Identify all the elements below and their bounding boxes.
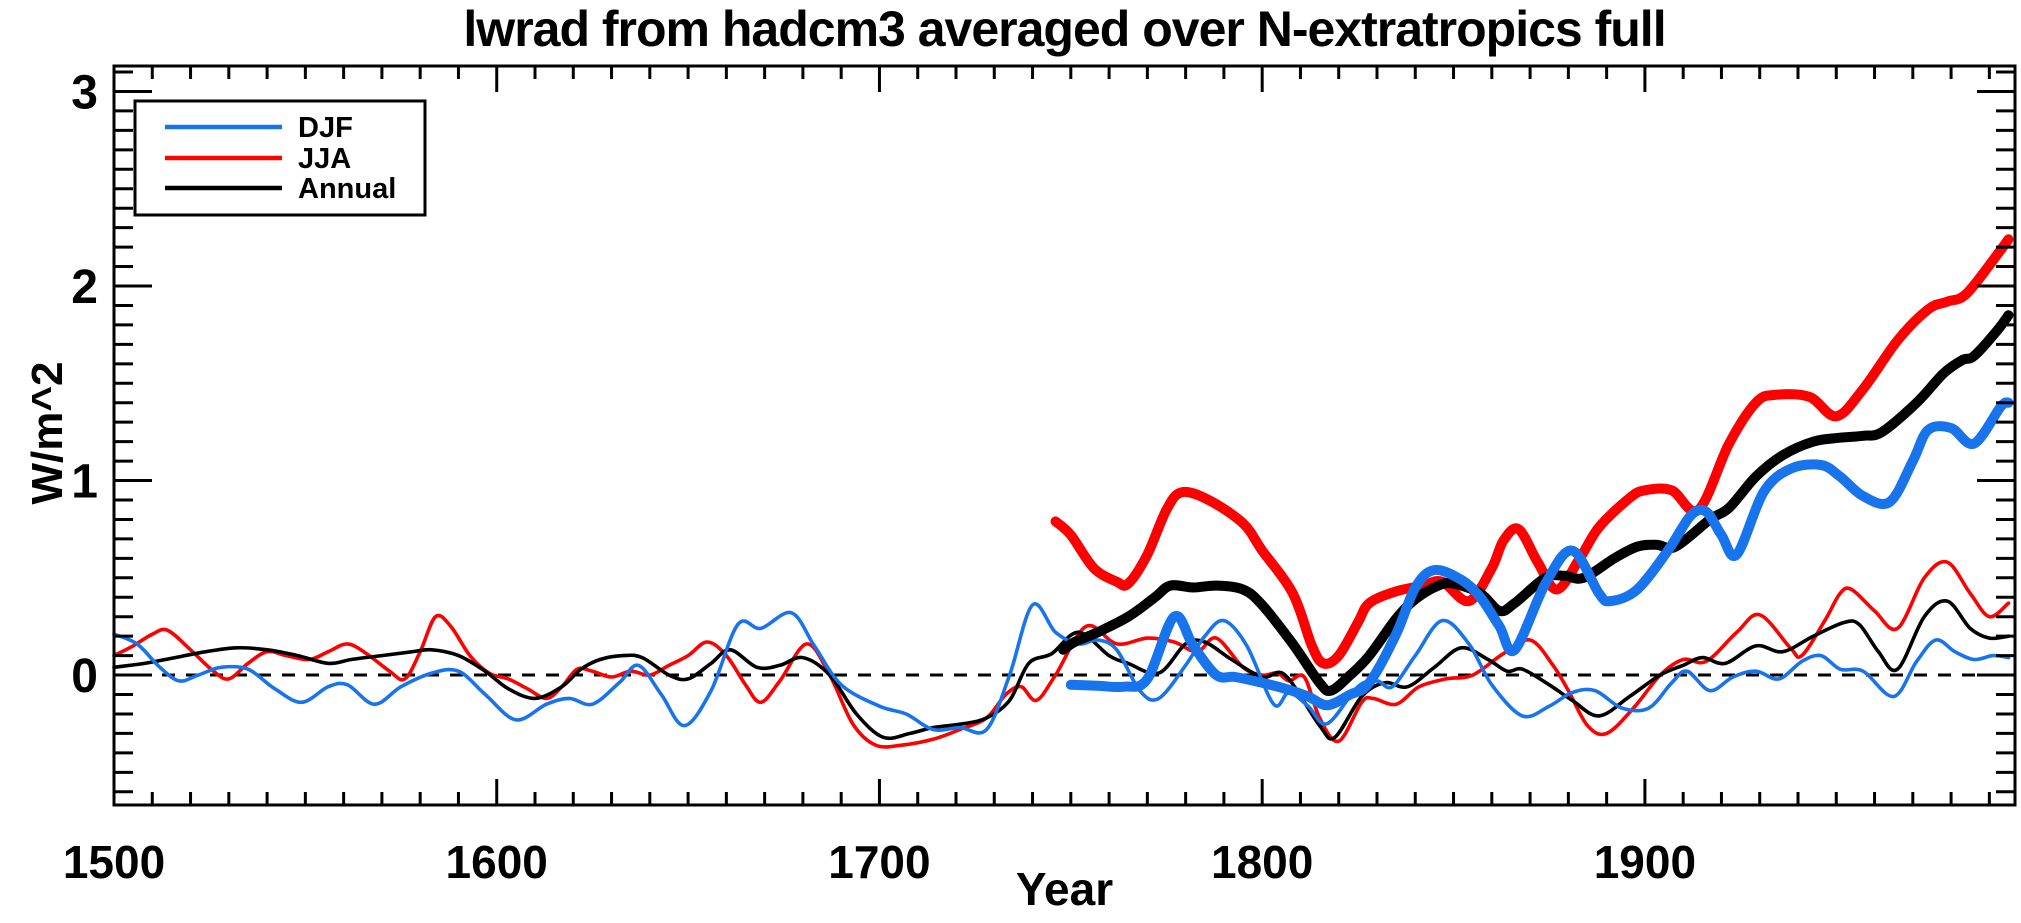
x-tick-label: 1900 [1594,836,1696,888]
series-djf-thin [112,602,2011,735]
series-jja-thick [1050,234,2014,669]
x-tick-label: 1600 [446,836,548,888]
x-tick-label: 1700 [828,836,930,888]
x-axis-label: Year [1015,863,1114,915]
plot-border [112,64,2017,807]
series-annual-thick [1058,310,2014,697]
y-tick-label: 3 [71,66,98,119]
legend-label-jja: JJA [298,143,351,175]
series-annual-thin [112,598,2011,741]
series-djf-thick [1065,397,2014,711]
x-tick-label: 1500 [63,836,165,888]
series-jja-thin [112,559,2011,749]
legend-label-djf: DJF [298,112,353,144]
x-tick-label: 1800 [1211,836,1313,888]
y-tick-label: 0 [71,650,98,703]
y-tick-label: 1 [71,456,98,509]
chart-title: lwrad from hadcm3 averaged over N-extrat… [463,1,1666,57]
y-tick-label: 2 [71,261,98,314]
legend-label-annual: Annual [298,173,396,205]
